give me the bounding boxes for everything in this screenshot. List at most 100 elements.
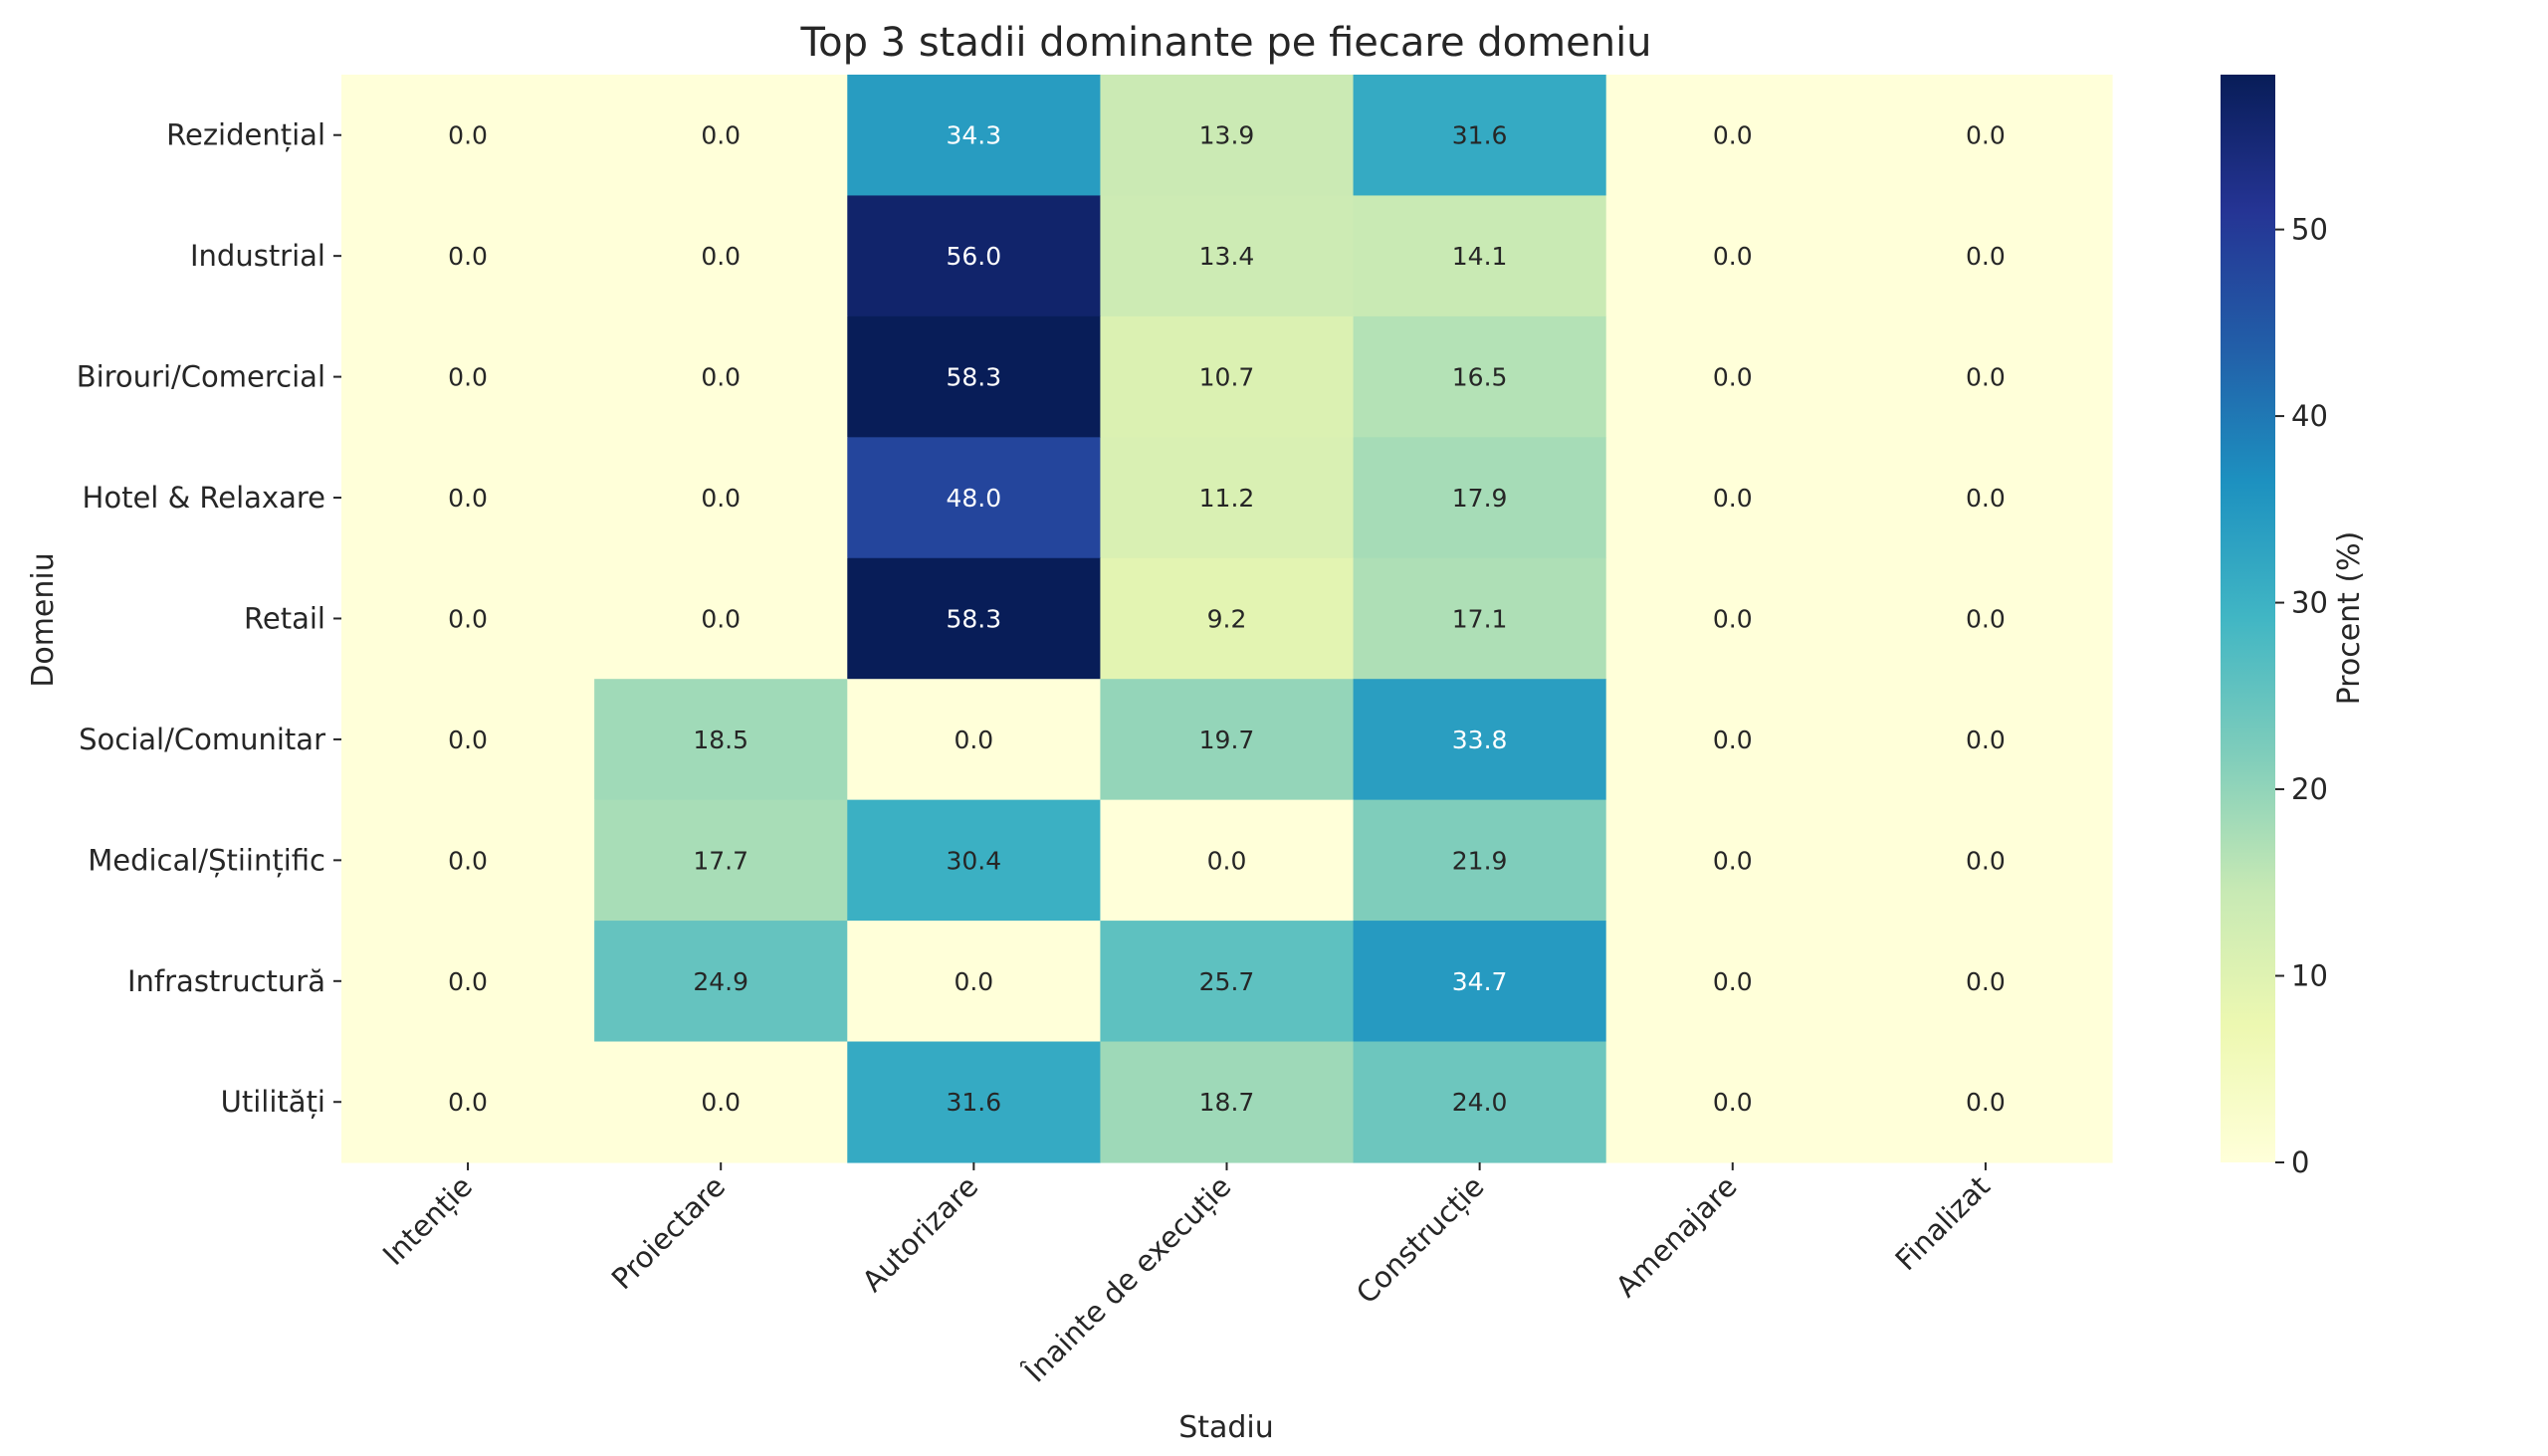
- y-axis-ticks: Rezidențial Industrial Birouri/Comercial Ho…: [77, 118, 341, 1119]
- heatmap-cell: [1605, 437, 1860, 559]
- heatmap-cell: [1858, 799, 2113, 922]
- cell-value-label: 31.6: [947, 1088, 1002, 1117]
- cell-value-label: 56.0: [947, 242, 1002, 271]
- colorbar-tick-label: 50: [2291, 213, 2328, 247]
- y-axis-label: Domeniu: [26, 552, 61, 688]
- heatmap-cell: [341, 437, 595, 559]
- cell-value-label: 0.0: [1966, 363, 2006, 392]
- cell-value-label: 0.0: [448, 484, 488, 513]
- heatmap-cell: [1353, 1041, 1607, 1163]
- heatmap-cells: 0.0 0.0 34.3 13.9 31.6 0.0 0.0 0.0 0.0 56.0 13.4 14…: [341, 75, 2113, 1163]
- x-tick-label: Construcție: [1350, 1169, 1491, 1311]
- x-tick-label: Proiectare: [605, 1169, 732, 1296]
- cell-value-label: 18.7: [1199, 1088, 1255, 1117]
- heatmap-cell: [594, 75, 848, 197]
- heatmap-cell: [1858, 921, 2113, 1043]
- heatmap-cell: [1100, 195, 1355, 317]
- cell-value-label: 0.0: [1966, 846, 2006, 875]
- cell-value-label: 0.0: [701, 242, 741, 271]
- cell-value-label: 18.5: [693, 726, 748, 754]
- cell-value-label: 11.2: [1199, 484, 1255, 513]
- heatmap-cell: [1605, 679, 1860, 801]
- cell-value-label: 24.9: [693, 967, 748, 996]
- colorbar-ticks: 0 10 20 30 40 50: [2275, 213, 2328, 1179]
- heatmap-cell: [594, 1041, 848, 1163]
- heatmap-cell: [341, 921, 595, 1043]
- heatmap-cell: [341, 315, 595, 438]
- cell-value-label: 48.0: [947, 484, 1002, 513]
- y-tick-label: Social/Comunitar: [79, 723, 325, 756]
- cell-value-label: 0.0: [448, 726, 488, 754]
- heatmap-cell: [847, 437, 1102, 559]
- cell-value-label: 0.0: [1966, 726, 2006, 754]
- cell-value-label: 0.0: [448, 967, 488, 996]
- heatmap-cell: [1353, 75, 1607, 197]
- cell-value-label: 33.8: [1452, 726, 1508, 754]
- x-tick-label: Autorizare: [856, 1169, 985, 1299]
- cell-value-label: 24.0: [1452, 1088, 1508, 1117]
- heatmap-cell: [594, 921, 848, 1043]
- heatmap-cell: [847, 75, 1102, 197]
- cell-value-label: 58.3: [947, 363, 1002, 392]
- cell-value-label: 0.0: [448, 1088, 488, 1117]
- heatmap-cell: [1353, 195, 1607, 317]
- heatmap-cell: [1858, 557, 2113, 680]
- heatmap-cell: [847, 315, 1102, 438]
- cell-value-label: 0.0: [448, 846, 488, 875]
- heatmap-cell: [1353, 799, 1607, 922]
- cell-value-label: 0.0: [1966, 242, 2006, 271]
- colorbar-tick-label: 40: [2291, 399, 2328, 433]
- cell-value-label: 0.0: [1966, 604, 2006, 633]
- cell-value-label: 0.0: [701, 604, 741, 633]
- heatmap-cell: [594, 557, 848, 680]
- heatmap-cell: [1858, 75, 2113, 197]
- cell-value-label: 0.0: [1713, 846, 1753, 875]
- colorbar-tick-label: 30: [2291, 586, 2328, 620]
- heatmap-cell: [1100, 679, 1355, 801]
- y-tick-label: Industrial: [190, 239, 325, 273]
- heatmap-cell: [1353, 921, 1607, 1043]
- heatmap-cell: [1100, 315, 1355, 438]
- heatmap-cell: [847, 921, 1102, 1043]
- heatmap-cell: [594, 799, 848, 922]
- cell-value-label: 0.0: [1713, 967, 1753, 996]
- x-tick-label: Finalizat: [1888, 1169, 1996, 1277]
- heatmap-cell: [1605, 1041, 1860, 1163]
- cell-value-label: 17.9: [1452, 484, 1508, 513]
- colorbar-tick-label: 0: [2291, 1145, 2309, 1179]
- heatmap-cell: [1605, 799, 1860, 922]
- cell-value-label: 17.1: [1452, 604, 1508, 633]
- cell-value-label: 21.9: [1452, 846, 1508, 875]
- cell-value-label: 0.0: [1713, 726, 1753, 754]
- heatmap-cell: [847, 679, 1102, 801]
- cell-value-label: 17.7: [693, 846, 748, 875]
- cell-value-label: 30.4: [947, 846, 1002, 875]
- colorbar-label: Procent (%): [2332, 531, 2367, 706]
- heatmap-cell: [341, 679, 595, 801]
- y-tick-label: Rezidențial: [166, 118, 325, 152]
- cell-value-label: 0.0: [1966, 121, 2006, 150]
- y-tick-label: Hotel & Relaxare: [83, 481, 325, 515]
- heatmap-cell: [1858, 315, 2113, 438]
- heatmap-cell: [594, 679, 848, 801]
- heatmap-cell: [1100, 437, 1355, 559]
- y-tick-label: Utilități: [221, 1085, 325, 1119]
- cell-value-label: 0.0: [1966, 967, 2006, 996]
- cell-value-label: 34.7: [1452, 967, 1508, 996]
- cell-value-label: 0.0: [1713, 363, 1753, 392]
- heatmap-cell: [1605, 195, 1860, 317]
- x-tick-label: Înainte de execuție: [1017, 1169, 1237, 1389]
- heatmap-cell: [341, 557, 595, 680]
- cell-value-label: 0.0: [1713, 121, 1753, 150]
- heatmap-cell: [1353, 679, 1607, 801]
- cell-value-label: 0.0: [954, 967, 993, 996]
- chart-title: Top 3 stadii dominante pe fiecare domeni…: [799, 20, 1651, 66]
- x-tick-label: Intenție: [376, 1169, 479, 1272]
- cell-value-label: 0.0: [1966, 484, 2006, 513]
- cell-value-label: 0.0: [448, 363, 488, 392]
- cell-value-label: 31.6: [1452, 121, 1508, 150]
- heatmap-cell: [1605, 557, 1860, 680]
- heatmap-cell: [1100, 921, 1355, 1043]
- heatmap-cell: [341, 75, 595, 197]
